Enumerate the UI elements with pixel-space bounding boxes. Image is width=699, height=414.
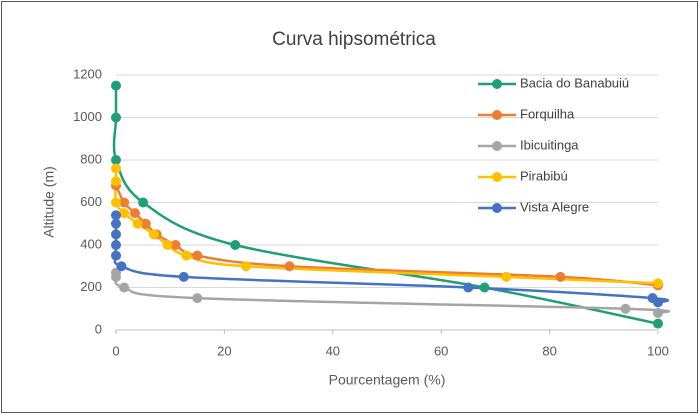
point — [129, 208, 140, 219]
legend-label: Forquilha — [520, 106, 575, 121]
x-tick-label: 0 — [112, 343, 119, 358]
point — [111, 229, 121, 240]
point — [230, 240, 241, 250]
point — [501, 271, 512, 282]
x-tick-label: 100 — [647, 343, 669, 358]
legend-label: Bacia do Banabuiú — [520, 75, 629, 90]
point — [111, 155, 121, 165]
legend-label: Ibicuitinga — [520, 137, 579, 152]
point — [111, 80, 121, 91]
point — [119, 197, 130, 208]
x-tick-label: 80 — [542, 343, 556, 358]
y-tick-label: 400 — [80, 236, 102, 251]
point — [111, 240, 121, 250]
point — [111, 218, 121, 229]
point — [241, 261, 252, 272]
point — [111, 163, 121, 174]
point — [192, 250, 203, 261]
point — [170, 240, 181, 250]
point — [111, 176, 121, 187]
x-tick-label: 20 — [217, 343, 231, 358]
point — [132, 218, 143, 229]
point — [284, 261, 295, 272]
point — [192, 293, 203, 304]
point — [653, 278, 663, 289]
point — [119, 208, 130, 219]
legend-marker — [492, 110, 502, 120]
point — [479, 282, 490, 293]
chart-title: Curva hipsométrica — [272, 29, 436, 50]
point — [119, 282, 130, 293]
point — [653, 318, 663, 329]
point — [178, 271, 189, 282]
y-tick-label: 600 — [80, 194, 102, 209]
x-axis-title: Pourcentagem (%) — [329, 372, 446, 388]
point — [111, 197, 121, 208]
point — [463, 282, 474, 293]
legend-marker — [492, 172, 502, 182]
point — [148, 229, 159, 240]
point — [555, 271, 566, 282]
point — [111, 271, 121, 282]
point — [111, 210, 121, 221]
y-tick-label: 200 — [80, 279, 102, 294]
point — [111, 250, 121, 261]
point — [138, 197, 149, 208]
x-tick-label: 60 — [434, 343, 448, 358]
legend-marker — [492, 203, 502, 213]
y-tick-label: 1000 — [73, 109, 102, 124]
point — [181, 250, 192, 261]
point — [653, 308, 663, 318]
y-tick-label: 800 — [80, 151, 102, 166]
point — [116, 261, 127, 272]
y-tick-label: 1200 — [73, 66, 102, 81]
point — [140, 218, 151, 229]
y-axis-title: Altitude (m) — [41, 166, 57, 238]
point — [162, 240, 173, 250]
legend-label: Vista Alegre — [520, 199, 589, 214]
legend-marker — [492, 141, 502, 151]
legend-marker — [492, 79, 502, 89]
point — [111, 112, 121, 123]
y-tick-label: 0 — [95, 321, 102, 336]
series-line — [112, 85, 659, 325]
point — [653, 297, 663, 308]
legend-label: Pirabibú — [520, 168, 568, 183]
x-tick-label: 40 — [326, 343, 340, 358]
point — [620, 303, 631, 314]
